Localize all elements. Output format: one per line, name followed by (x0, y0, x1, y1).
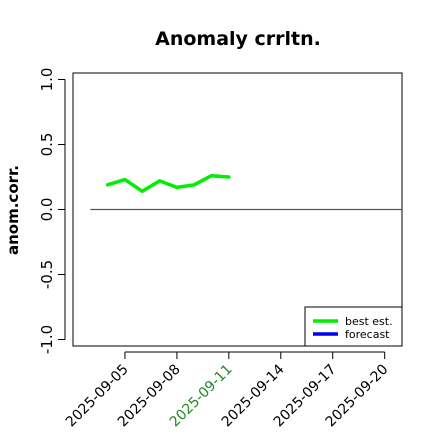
y-axis: -1.0 -0.5 0.0 0.5 1.0 (38, 68, 66, 354)
series-line-best-est- (105, 173, 231, 194)
y-tick-label: -1.0 (38, 325, 56, 354)
y-tick-label: 0.0 (38, 198, 56, 222)
legend-label-forecast: forecast (345, 328, 390, 341)
y-tick-label: 1.0 (38, 68, 56, 92)
legend-box (304, 306, 403, 347)
y-tick-label: 0.5 (38, 133, 56, 157)
y-tick-label: -0.5 (38, 260, 56, 289)
y-axis-label: anom.corr. (4, 165, 22, 255)
chart-title: Anomaly crrltn. (155, 28, 321, 50)
x-axis: 2025-09-052025-09-082025-09-112025-09-14… (63, 351, 392, 430)
legend-label-best-est: best est. (345, 315, 393, 328)
series-layer (105, 173, 231, 194)
legend: best est. forecast (304, 306, 403, 347)
